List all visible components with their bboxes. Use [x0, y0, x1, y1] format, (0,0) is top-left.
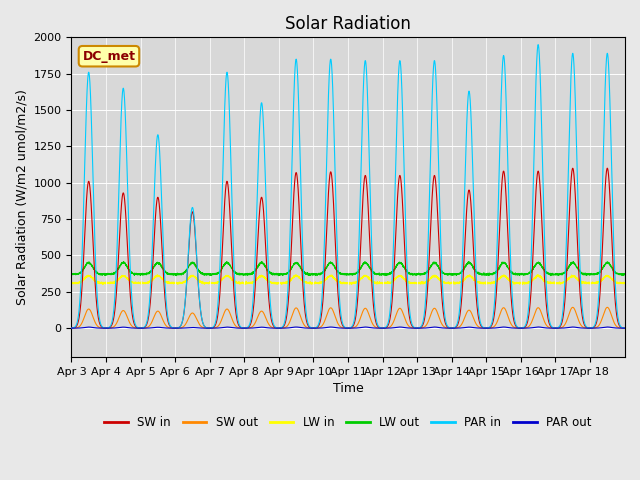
Y-axis label: Solar Radiation (W/m2 umol/m2/s): Solar Radiation (W/m2 umol/m2/s) [15, 89, 28, 305]
Legend: SW in, SW out, LW in, LW out, PAR in, PAR out: SW in, SW out, LW in, LW out, PAR in, PA… [100, 411, 596, 433]
Title: Solar Radiation: Solar Radiation [285, 15, 411, 33]
X-axis label: Time: Time [333, 383, 364, 396]
Text: DC_met: DC_met [83, 50, 136, 63]
